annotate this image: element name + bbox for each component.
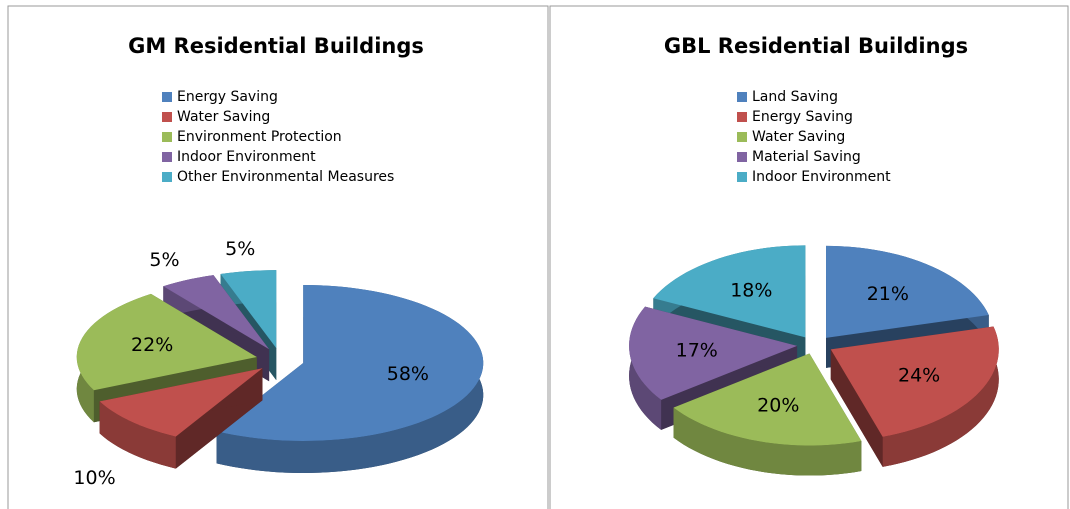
legend-label: Environment Protection xyxy=(177,129,342,145)
legend-label: Energy Saving xyxy=(177,89,278,105)
slice-wall xyxy=(99,401,176,469)
legend-label: Land Saving xyxy=(752,89,838,105)
slice-wall xyxy=(673,407,862,476)
pie xyxy=(629,245,999,476)
legend-label: Energy Saving xyxy=(752,109,853,125)
data-label: 20% xyxy=(757,395,799,417)
legend-swatch xyxy=(737,152,747,162)
legend-label: Water Saving xyxy=(752,129,845,145)
legend-swatch xyxy=(162,92,172,102)
pie xyxy=(76,270,484,473)
slice xyxy=(220,270,277,349)
slice xyxy=(653,245,806,338)
legend-swatch xyxy=(737,92,747,102)
slice xyxy=(216,284,484,441)
legend-swatch xyxy=(162,132,172,142)
slice xyxy=(163,275,270,350)
legend-swatch xyxy=(162,112,172,122)
legend-label: Other Environmental Measures xyxy=(177,169,394,185)
legend-swatch xyxy=(162,152,172,162)
slice xyxy=(76,293,257,391)
legend-label: Indoor Environment xyxy=(177,149,316,165)
data-label: 24% xyxy=(898,364,940,386)
legend-swatch xyxy=(737,172,747,182)
legend-label: Water Saving xyxy=(177,109,270,125)
legend-label: Material Saving xyxy=(752,149,861,165)
slice-wall xyxy=(882,326,999,467)
chart-title: GM Residential Buildings xyxy=(128,34,424,58)
data-label: 5% xyxy=(225,238,255,260)
legend-swatch xyxy=(162,172,172,182)
slice xyxy=(99,368,263,437)
data-label: 22% xyxy=(131,334,173,356)
slice xyxy=(673,353,862,446)
data-label: 10% xyxy=(73,467,115,489)
data-label: 5% xyxy=(149,249,179,271)
data-label: 18% xyxy=(730,279,772,301)
slice xyxy=(629,306,798,400)
legend-swatch xyxy=(737,112,747,122)
slice xyxy=(826,245,989,338)
data-label: 58% xyxy=(387,363,429,385)
legend-swatch xyxy=(737,132,747,142)
slice-side xyxy=(830,349,883,467)
legend-label: Indoor Environment xyxy=(752,169,891,185)
slice xyxy=(830,326,999,437)
chart-title: GBL Residential Buildings xyxy=(664,34,968,58)
data-label: 21% xyxy=(867,283,909,305)
data-label: 17% xyxy=(676,340,718,362)
